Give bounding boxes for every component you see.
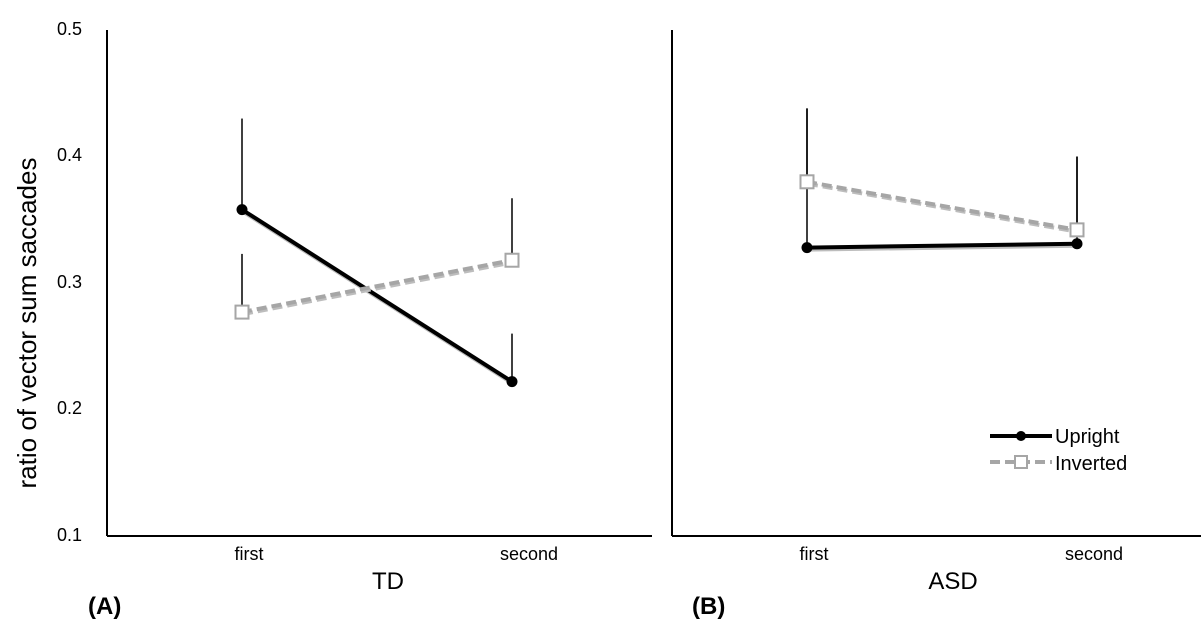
data-point-upright [801,242,813,254]
panel-td: first second TD (A) [88,30,652,620]
y-tick-labels: 0.1 0.2 0.3 0.4 0.5 [57,19,82,545]
data-point-upright [236,204,248,216]
x-axis-label: TD [372,568,404,595]
data-point-inverted [1069,222,1085,238]
panel-label: (B) [692,593,725,620]
x-tick-label: first [800,544,829,564]
y-tick-label: 0.4 [57,145,82,165]
series-line-inverted [241,258,513,315]
y-tick-label: 0.3 [57,272,82,292]
panel-a-marks [234,118,520,388]
data-point-inverted [504,252,520,268]
x-tick-label: second [500,544,558,564]
series-line-upright [240,207,514,384]
panel-label: (A) [88,593,121,620]
x-tick-label: first [235,544,264,564]
y-tick-label: 0.2 [57,398,82,418]
y-axis-label: ratio of vector sum saccades [12,158,42,489]
series-line-upright [806,241,1078,250]
data-point-inverted [234,304,250,320]
panel-asd: first second ASD (B) Upright Inverted [671,30,1201,620]
legend-marker-upright [1016,431,1026,441]
y-tick-label: 0.1 [57,525,82,545]
series-shadow [242,260,514,317]
x-axis-label: ASD [928,568,977,595]
x-tick-label: second [1065,544,1123,564]
series-line-inverted [806,179,1078,232]
data-point-upright [506,376,518,388]
series-shadow [807,243,1079,252]
y-tick-label: 0.5 [57,19,82,39]
legend-marker-inverted [1014,455,1028,469]
data-point-upright [1071,238,1083,250]
legend-label: Upright [1055,426,1120,448]
data-point-inverted [799,174,815,190]
legend-label: Inverted [1055,453,1127,475]
panel-b-marks [799,108,1085,254]
legend: Upright Inverted [990,426,1127,475]
